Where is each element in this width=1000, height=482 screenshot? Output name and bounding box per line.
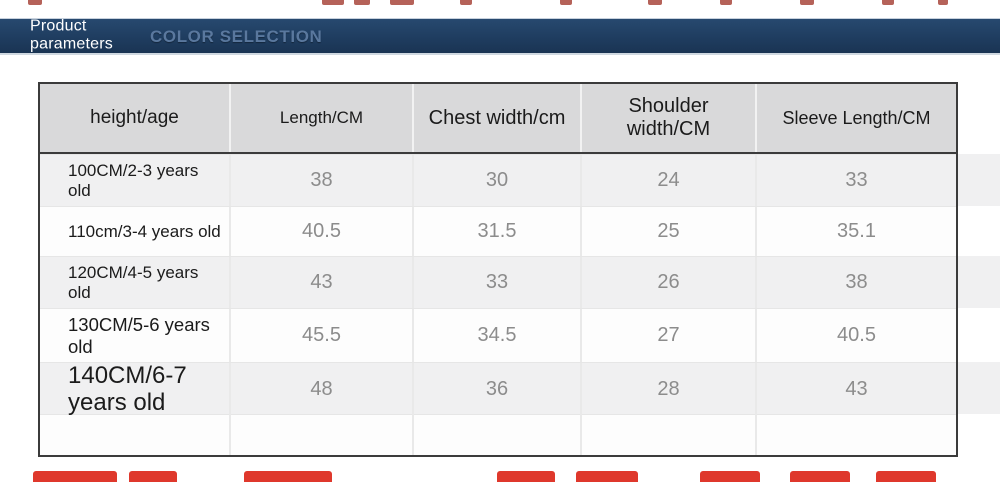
size-value-cell: 27 (582, 309, 757, 362)
row-stripe-extension (958, 362, 1000, 414)
cropped-photo-edge (648, 0, 662, 5)
cropped-photo-edge (28, 0, 42, 5)
cropped-photo-edge (354, 0, 370, 5)
size-value-cell: 24 (582, 155, 757, 206)
size-value-cell: 28 (582, 363, 757, 417)
table-row: 130CM/5-6 years old 45.5 34.5 27 40.5 (40, 308, 956, 362)
row-label: 110cm/3-4 years old (40, 207, 231, 256)
cropped-photo-edge (938, 0, 948, 5)
size-value-cell: 38 (231, 155, 414, 206)
column-header-chest-width: Chest width/cm (414, 84, 582, 152)
section-header-bar: Product parameters COLOR SELECTION (0, 18, 1000, 55)
cropped-photo-edge (244, 471, 332, 482)
row-stripe-extension (958, 256, 1000, 308)
cropped-photo-edge (390, 0, 414, 5)
size-value-cell: 48 (231, 363, 414, 417)
size-value-cell: 38 (845, 271, 868, 293)
size-value-cell: 34.5 (414, 309, 582, 362)
column-header-sleeve-length: Sleeve Length/CM (782, 107, 931, 128)
size-value-cell: 45.5 (231, 309, 414, 362)
size-value-cell: 26 (582, 257, 757, 308)
table-row: 110cm/3-4 years old 40.5 31.5 25 35.1 (40, 206, 956, 256)
cropped-photo-edge (560, 0, 572, 5)
row-label: 130CM/5-6 years old (40, 309, 231, 362)
table-row: 100CM/2-3 years old 38 30 24 33 (40, 154, 956, 206)
table-header-row: height/age Length/CM Chest width/cm Shou… (40, 84, 956, 154)
color-selection-label: COLOR SELECTION (150, 26, 323, 46)
size-value-cell: 40.5 (231, 207, 414, 256)
size-value-cell: 25 (582, 207, 757, 256)
size-value-cell: 36 (414, 363, 582, 417)
size-value-cell: 35.1 (837, 220, 876, 242)
cropped-photo-edge (129, 471, 177, 482)
size-value-cell: 40.5 (837, 324, 876, 346)
cropped-photo-edge (720, 0, 732, 5)
row-label: 120CM/4-5 years old (40, 257, 231, 308)
cropped-photo-edge (882, 0, 894, 5)
size-value-cell: 31.5 (414, 207, 582, 256)
size-value-cell: 33 (845, 169, 868, 191)
cropped-photo-edge (460, 0, 472, 5)
size-chart-table: height/age Length/CM Chest width/cm Shou… (38, 82, 958, 457)
table-row: 120CM/4-5 years old 43 33 26 38 (40, 256, 956, 308)
cropped-photo-edge (800, 0, 814, 5)
product-parameters-label: Product parameters (30, 17, 113, 53)
column-header-shoulder-width: Shoulder width/CM (582, 84, 757, 152)
cropped-photo-edge (576, 471, 638, 482)
size-value-cell: 33 (414, 257, 582, 308)
table-row-empty (40, 414, 956, 455)
cropped-photo-edge (497, 471, 555, 482)
cropped-photo-edge (700, 471, 760, 482)
size-value-cell: 43 (845, 378, 868, 401)
cropped-photo-edge (33, 471, 117, 482)
column-header-length: Length/CM (231, 84, 414, 152)
table-row: 140CM/6-7 years old 48 36 28 43 (40, 362, 956, 417)
row-label: 100CM/2-3 years old (40, 155, 231, 206)
cropped-photo-edge (790, 471, 850, 482)
cropped-photo-edge (876, 471, 936, 482)
row-stripe-extension (958, 154, 1000, 206)
column-header-height-age: height/age (40, 84, 231, 152)
row-label: 140CM/6-7 years old (40, 362, 231, 417)
cropped-photo-edge (322, 0, 344, 5)
size-value-cell: 30 (414, 155, 582, 206)
size-value-cell: 43 (231, 257, 414, 308)
